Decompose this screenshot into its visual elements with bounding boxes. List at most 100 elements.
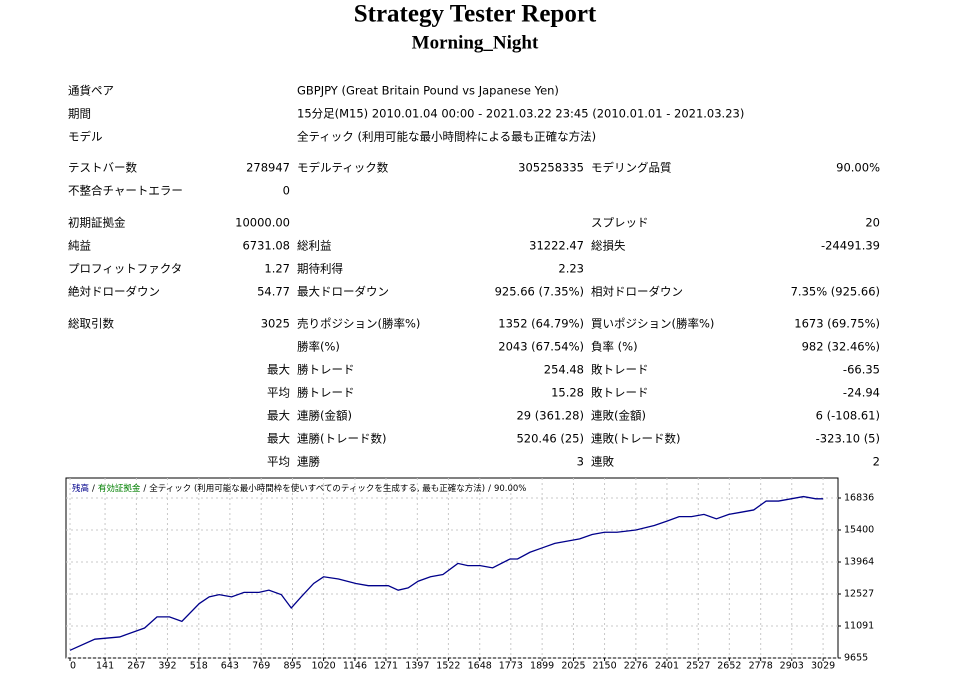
table-cell: 1673 (69.75%) bbox=[794, 317, 880, 331]
table-cell: 純益 bbox=[68, 239, 91, 253]
table-cell: 2 bbox=[873, 455, 880, 469]
table-cell: 最大 bbox=[267, 432, 290, 446]
table-cell: 負率 (%) bbox=[591, 340, 638, 354]
x-tick-label: 2276 bbox=[624, 661, 648, 672]
x-tick-label: 2652 bbox=[717, 661, 741, 672]
legend-entry: 全ティック (利用可能な最小時間枠を使いすべてのティックを生成する, 最も正確な… bbox=[149, 483, 485, 494]
table-cell: 2043 (67.54%) bbox=[498, 340, 584, 354]
table-cell: -24491.39 bbox=[821, 239, 880, 253]
x-tick-label: 1146 bbox=[343, 661, 367, 672]
legend-separator: / bbox=[92, 484, 95, 494]
table-cell: 総取引数 bbox=[68, 317, 114, 331]
table-cell: 不整合チャートエラー bbox=[68, 184, 183, 198]
balance-line bbox=[69, 495, 824, 651]
table-cell: モデルティック数 bbox=[297, 161, 389, 175]
x-tick-label: 1020 bbox=[312, 661, 336, 672]
x-tick-label: 1899 bbox=[530, 661, 554, 672]
table-cell: 総利益 bbox=[297, 239, 332, 253]
y-tick-label: 11091 bbox=[844, 621, 874, 632]
table-cell: 305258335 bbox=[518, 161, 584, 175]
y-tick-label: 16836 bbox=[844, 493, 874, 504]
table-cell: -66.35 bbox=[843, 363, 880, 377]
x-tick-label: 2527 bbox=[686, 661, 710, 672]
x-tick-label: 518 bbox=[190, 661, 208, 672]
report-subtitle: Morning_Night bbox=[412, 32, 539, 53]
table-cell: 520.46 (25) bbox=[516, 432, 584, 446]
x-tick-label: 1271 bbox=[374, 661, 398, 672]
table-cell: 売りポジション(勝率%) bbox=[297, 317, 420, 331]
table-cell: 期間 bbox=[68, 107, 91, 121]
table-cell: 平均 bbox=[267, 386, 290, 400]
legend-entry: 有効証拠金 bbox=[98, 483, 141, 494]
table-cell: 15.28 bbox=[551, 386, 584, 400]
y-tick-label: 12527 bbox=[844, 589, 874, 600]
table-cell: -24.94 bbox=[843, 386, 880, 400]
y-tick-label: 9655 bbox=[844, 653, 868, 664]
y-tick-label: 15400 bbox=[844, 525, 874, 536]
table-cell: 1.27 bbox=[264, 262, 290, 276]
table-cell: 20 bbox=[865, 216, 880, 230]
x-tick-label: 2778 bbox=[749, 661, 773, 672]
table-cell: 勝トレード bbox=[297, 363, 355, 377]
table-cell: 勝率(%) bbox=[297, 340, 340, 354]
x-tick-label: 2025 bbox=[561, 661, 585, 672]
table-cell: 最大 bbox=[267, 409, 290, 423]
x-tick-label: 141 bbox=[96, 661, 114, 672]
x-tick-label: 895 bbox=[283, 661, 301, 672]
x-tick-label: 392 bbox=[158, 661, 176, 672]
report-title: Strategy Tester Report bbox=[354, 1, 597, 28]
table-cell: 1352 (64.79%) bbox=[498, 317, 584, 331]
table-cell: 31222.47 bbox=[529, 239, 584, 253]
table-cell: 勝トレード bbox=[297, 386, 355, 400]
table-cell: 総損失 bbox=[591, 239, 626, 253]
table-cell: スプレッド bbox=[591, 216, 649, 230]
table-cell: 982 (32.46%) bbox=[802, 340, 880, 354]
y-tick-label: 13964 bbox=[844, 556, 874, 567]
legend: 残高 / 有効証拠金 / 全ティック (利用可能な最小時間枠を使いすべてのティックを生成… bbox=[72, 483, 526, 494]
table-cell: 相対ドローダウン bbox=[591, 285, 683, 299]
x-tick-label: 1773 bbox=[499, 661, 523, 672]
table-cell: モデリング品質 bbox=[591, 161, 672, 175]
table-cell: 54.77 bbox=[257, 285, 290, 299]
x-tick-label: 769 bbox=[252, 661, 270, 672]
legend-separator: / bbox=[143, 484, 146, 494]
x-tick-label: 1522 bbox=[436, 661, 460, 672]
table-cell: 3 bbox=[577, 455, 584, 469]
table-cell: 買いポジション(勝率%) bbox=[591, 317, 714, 331]
table-cell: 925.66 (7.35%) bbox=[495, 285, 584, 299]
table-cell: 278947 bbox=[246, 161, 290, 175]
table-cell: 連勝 bbox=[297, 455, 320, 469]
table-cell: 平均 bbox=[267, 455, 290, 469]
table-cell: 敗トレード bbox=[591, 363, 649, 377]
table-cell: 最大ドローダウン bbox=[297, 285, 389, 299]
table-cell: 連勝(金額) bbox=[297, 409, 352, 423]
table-cell: プロフィットファクタ bbox=[68, 262, 182, 276]
x-tick-label: 3029 bbox=[811, 661, 835, 672]
table-cell: 10000.00 bbox=[235, 216, 290, 230]
x-tick-label: 643 bbox=[221, 661, 239, 672]
table-cell: 254.48 bbox=[544, 363, 584, 377]
table-cell: 90.00% bbox=[836, 161, 880, 175]
table-cell: 2.23 bbox=[558, 262, 584, 276]
table-cell: 0 bbox=[283, 184, 290, 198]
table-cell: 連敗(金額) bbox=[591, 409, 646, 423]
table-cell: 15分足(M15) 2010.01.04 00:00 - 2021.03.22 … bbox=[297, 107, 744, 121]
x-tick-label: 2150 bbox=[592, 661, 616, 672]
table-cell: 通貨ペア bbox=[68, 84, 114, 98]
table-cell: 連敗(トレード数) bbox=[591, 432, 680, 446]
table-cell: 全ティック (利用可能な最小時間枠による最も正確な方法) bbox=[297, 130, 596, 144]
table-cell: 6 (-108.61) bbox=[816, 409, 880, 423]
table-cell: 7.35% (925.66) bbox=[791, 285, 880, 299]
table-cell: 連勝(トレード数) bbox=[297, 432, 386, 446]
table-cell: 6731.08 bbox=[242, 239, 290, 253]
x-tick-label: 0 bbox=[70, 661, 76, 672]
legend-entry: 90.00% bbox=[494, 484, 526, 494]
table-cell: 連敗 bbox=[591, 455, 614, 469]
table-cell: 初期証拠金 bbox=[68, 216, 126, 230]
table-cell: -323.10 (5) bbox=[816, 432, 880, 446]
table-cell: 期待利得 bbox=[297, 262, 343, 276]
table-cell: モデル bbox=[68, 130, 103, 144]
table-cell: 3025 bbox=[261, 317, 290, 331]
x-tick-label: 1397 bbox=[405, 661, 429, 672]
